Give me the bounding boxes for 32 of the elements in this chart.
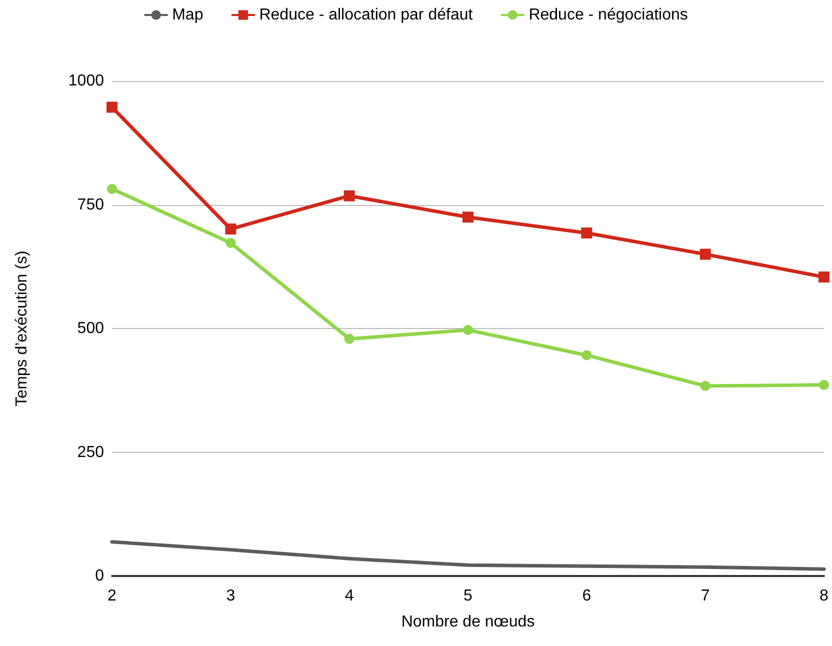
point [107, 184, 117, 194]
y-tick-label: 0 [95, 568, 104, 584]
point [819, 380, 829, 390]
point [463, 324, 473, 335]
line-series [110, 540, 826, 571]
point [106, 102, 118, 113]
x-tick-label: 7 [700, 588, 710, 604]
point [344, 190, 355, 202]
y-tick-label: 250 [77, 444, 104, 461]
point [225, 224, 236, 235]
y-tick-label: 500 [77, 320, 104, 337]
x-tick-label: 6 [582, 588, 592, 604]
x-tick-label: 2 [108, 588, 117, 604]
point [581, 227, 592, 238]
x-axis-title: Nombre de nœuds [401, 614, 535, 630]
y-axis-title: Temps d’exécution (s) [14, 250, 30, 406]
x-tick-label: 8 [820, 588, 829, 604]
y-tick-label: 750 [77, 196, 104, 214]
y-tick-label: 1000 [68, 72, 104, 90]
x-tick-label: 4 [344, 588, 354, 604]
legend-label: Map [172, 6, 204, 24]
point [700, 380, 710, 391]
x-tick-label: 3 [226, 588, 236, 604]
x-tick-label: 5 [464, 588, 473, 604]
legend-label: Reduce - négociations [528, 6, 688, 24]
point [700, 248, 711, 260]
point [582, 350, 592, 360]
legend-label: Reduce - allocation par défaut [259, 6, 474, 24]
point [344, 334, 354, 344]
point [818, 272, 830, 283]
point [226, 238, 236, 248]
point [462, 212, 474, 223]
